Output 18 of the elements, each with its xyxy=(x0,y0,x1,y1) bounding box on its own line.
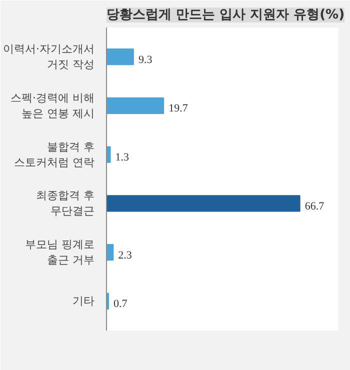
chart-title: 당황스럽게 만드는 입사 지원자 유형(%) xyxy=(106,8,345,22)
bar xyxy=(106,195,300,212)
y-tick-label: 스펙·경력에 비해 높은 연봉 제시 xyxy=(10,91,95,120)
data-label: 0.7 xyxy=(114,298,128,310)
data-label: 1.3 xyxy=(115,152,130,164)
bar xyxy=(106,244,114,261)
bar xyxy=(106,97,164,114)
data-label: 9.3 xyxy=(138,54,153,66)
data-label: 19.7 xyxy=(168,102,188,115)
y-tick-label: 기타 xyxy=(72,294,94,308)
data-label: 66.7 xyxy=(304,200,325,212)
data-label: 2.3 xyxy=(118,249,132,262)
y-tick-label: 부모님 핑계로 출근 거부 xyxy=(25,238,95,267)
bar xyxy=(106,146,111,163)
y-tick-label: 최종합격 후 무단결근 xyxy=(36,189,95,218)
y-tick-label: 이력서·자기소개서 거짓 작성 xyxy=(3,42,95,72)
y-tick-label: 불합격 후 스토커처럼 연락 xyxy=(14,140,95,169)
bar xyxy=(106,48,134,66)
